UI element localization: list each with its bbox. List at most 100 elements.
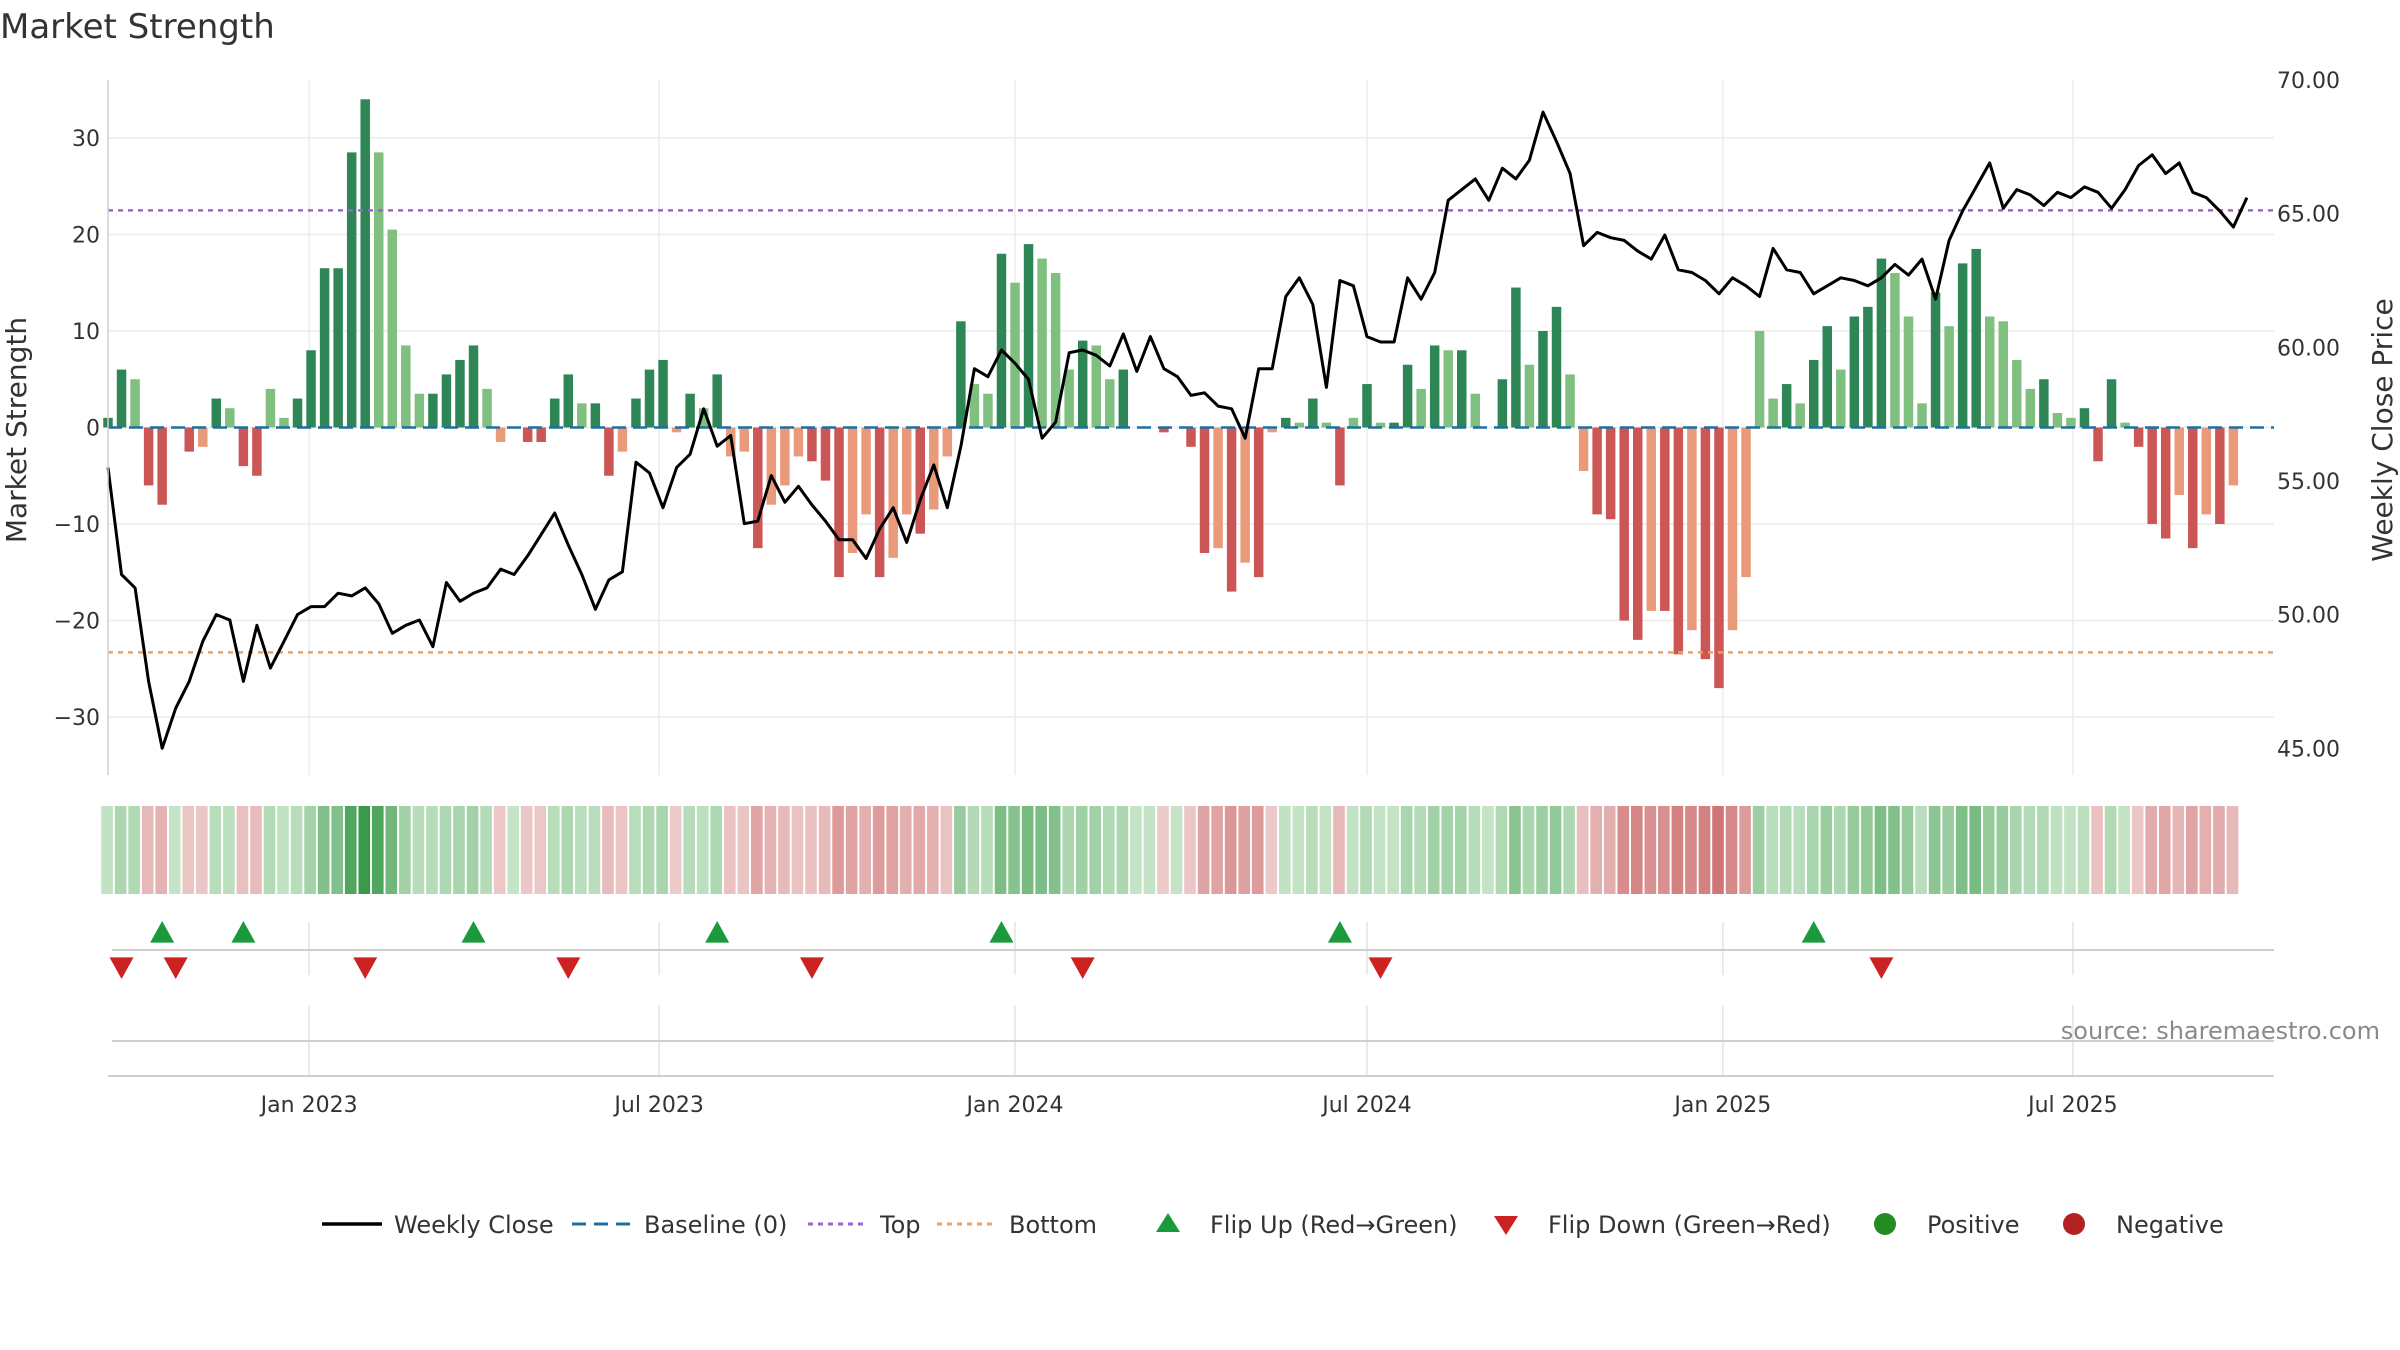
strip-cell xyxy=(1387,806,1399,894)
strip-cell xyxy=(2023,806,2036,894)
strip-cell xyxy=(263,806,276,894)
x-tick-label: Jan 2023 xyxy=(259,1093,358,1118)
strip-cell xyxy=(1306,806,1318,894)
positive-strength-bar xyxy=(1836,369,1846,428)
strip-cell xyxy=(1292,806,1305,894)
negative-strength-bar xyxy=(1714,427,1724,689)
legend-label: Bottom xyxy=(1009,1211,1097,1239)
negative-strength-bar xyxy=(522,427,533,442)
strip-cell xyxy=(1888,806,1900,894)
positive-strength-bar xyxy=(1497,379,1508,428)
left-tick-label: 0 xyxy=(86,417,100,442)
negative-strength-bar xyxy=(820,427,831,481)
negative-strength-bar xyxy=(888,427,898,558)
strip-cell xyxy=(1969,806,1982,894)
positive-strength-bar xyxy=(1863,306,1873,428)
positive-strength-bar xyxy=(698,408,709,428)
strip-cell xyxy=(1454,806,1467,894)
strip-cell xyxy=(751,806,763,894)
strip-cell xyxy=(520,806,533,894)
strip-cell xyxy=(101,806,113,894)
strip-cell xyxy=(696,806,709,894)
positive-strength-bar xyxy=(1984,316,1995,428)
positive-strength-bar xyxy=(1294,422,1305,428)
strip-cell xyxy=(466,806,479,894)
legend-label: Flip Up (Red→Green) xyxy=(1210,1211,1458,1239)
positive-strength-bar xyxy=(346,152,357,428)
positive-strength-bar xyxy=(441,374,452,428)
strip-cell xyxy=(453,806,465,894)
positive-strength-bar xyxy=(1375,422,1386,428)
positive-strength-bar xyxy=(1064,369,1074,428)
strip-cell xyxy=(602,806,614,894)
strip-cell xyxy=(1333,806,1345,894)
strip-cell xyxy=(2186,806,2198,894)
strip-cell xyxy=(1035,806,1047,894)
strip-cell xyxy=(994,806,1007,894)
strip-cell xyxy=(1008,806,1020,894)
positive-strength-bar xyxy=(969,384,980,428)
strip-cell xyxy=(1197,806,1210,894)
weekly-close-line xyxy=(106,110,2249,750)
negative-strength-bar xyxy=(1646,427,1657,611)
flip-up-marker xyxy=(705,921,730,943)
left-tick-label: −20 xyxy=(54,610,100,635)
negative-strength-bar xyxy=(238,427,249,467)
strip-cell xyxy=(250,806,262,894)
strip-cell xyxy=(764,806,777,894)
negative-strength-bar xyxy=(2228,427,2239,486)
strip-cell xyxy=(1658,806,1670,894)
strip-cell xyxy=(1806,806,1819,894)
positive-strength-bar xyxy=(1957,263,1968,428)
strip-cell xyxy=(2226,806,2239,894)
strip-cell xyxy=(1698,806,1711,894)
positive-strength-bar xyxy=(225,408,235,428)
strip-cell xyxy=(1739,806,1751,894)
x-tick-label: Jul 2025 xyxy=(2026,1093,2118,1118)
strip-cell xyxy=(2010,806,2022,894)
strip-cell xyxy=(1671,806,1684,894)
negative-strength-bar xyxy=(2215,427,2225,525)
strip-cell xyxy=(737,806,750,894)
legend-item: Flip Up (Red→Green) xyxy=(1156,1211,1458,1239)
positive-strength-bar xyxy=(1998,321,2008,428)
strip-cell xyxy=(818,806,831,894)
negative-strength-bar xyxy=(1727,427,1738,631)
positive-strength-bar xyxy=(631,398,641,428)
strip-cell xyxy=(845,806,858,894)
strip-cell xyxy=(1752,806,1765,894)
positive-strength-bar xyxy=(983,393,993,428)
strip-cell xyxy=(1130,806,1142,894)
strip-cell xyxy=(1928,806,1941,894)
strip-cell xyxy=(1021,806,1034,894)
strip-cell xyxy=(1725,806,1738,894)
positive-strength-bar xyxy=(1050,273,1061,428)
negative-strength-bar xyxy=(1335,427,1345,486)
strip-cell xyxy=(1712,806,1724,894)
x-tick-label: Jul 2024 xyxy=(1320,1093,1412,1118)
left-axis-title: Market Strength xyxy=(0,317,33,543)
negative-strength-bar xyxy=(1226,427,1237,592)
legend-label: Positive xyxy=(1927,1211,2020,1239)
positive-strength-bar xyxy=(1971,248,1981,428)
flip-down-marker xyxy=(163,957,188,979)
negative-strength-bar xyxy=(184,427,194,452)
flip-down-marker xyxy=(799,957,824,979)
strip-cell xyxy=(1549,806,1562,894)
strip-cell xyxy=(331,806,344,894)
strip-cell xyxy=(1278,806,1291,894)
negative-strength-bar xyxy=(766,427,777,505)
strip-cell xyxy=(629,806,641,894)
strip-cell xyxy=(1373,806,1386,894)
positive-strength-bar xyxy=(1903,316,1914,428)
strip-cell xyxy=(1495,806,1508,894)
strip-cell xyxy=(886,806,899,894)
strip-cell xyxy=(723,806,736,894)
positive-strength-bar xyxy=(2079,408,2090,428)
positive-strength-bar xyxy=(1511,287,1521,428)
strip-cell xyxy=(1265,806,1278,894)
strip-cell xyxy=(2158,806,2171,894)
strip-cell xyxy=(1996,806,2009,894)
positive-strength-bar xyxy=(1890,273,1900,428)
